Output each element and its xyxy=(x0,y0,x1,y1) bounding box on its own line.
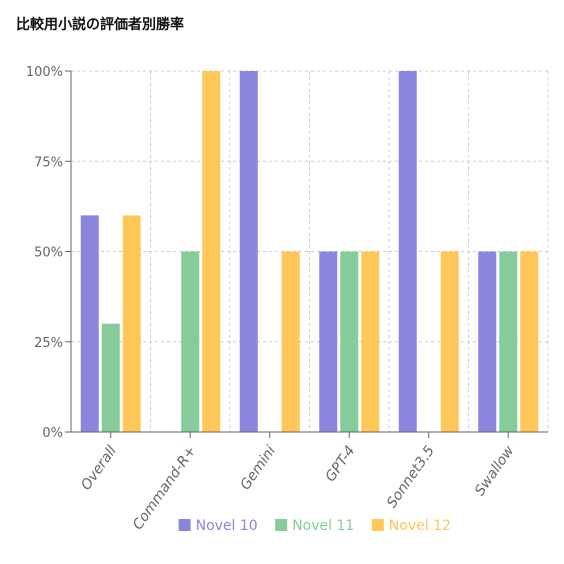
x-tick-label: GPT-4 xyxy=(323,443,359,485)
x-tick-label: Swallow xyxy=(472,443,518,499)
x-tick-label: Sonnet3.5 xyxy=(384,443,438,511)
bar-gpt-4-novel-11 xyxy=(340,251,359,432)
bar-gemini-novel-12 xyxy=(281,251,300,432)
bar-gpt-4-novel-12 xyxy=(361,251,380,432)
bar-command-r--novel-12 xyxy=(202,71,221,432)
bar-sonnet3-5-novel-12 xyxy=(440,251,459,432)
bar-gemini-novel-10 xyxy=(239,71,258,432)
legend-swatch xyxy=(275,519,288,531)
bar-overall-novel-12 xyxy=(122,215,141,432)
bar-swallow-novel-12 xyxy=(520,251,539,432)
bar-gpt-4-novel-10 xyxy=(319,251,338,432)
legend-swatch xyxy=(371,519,384,531)
legend-label: Novel 11 xyxy=(292,518,354,534)
bar-swallow-novel-10 xyxy=(478,251,497,432)
legend-label: Novel 12 xyxy=(389,518,451,534)
bar-sonnet3-5-novel-10 xyxy=(398,71,417,432)
legend-label: Novel 10 xyxy=(196,518,258,534)
x-tick-label: Overall xyxy=(78,443,120,493)
bar-command-r--novel-11 xyxy=(181,251,200,432)
bar-swallow-novel-11 xyxy=(499,251,518,432)
bars xyxy=(80,71,539,432)
y-tick-label: 75% xyxy=(34,155,63,170)
x-tick-label: Gemini xyxy=(237,443,279,493)
y-tick-label: 0% xyxy=(42,426,63,441)
bar-overall-novel-11 xyxy=(101,323,120,432)
bar-overall-novel-10 xyxy=(80,215,99,432)
y-tick-label: 25% xyxy=(34,336,63,351)
y-axis: 0% 25% 50% 75% 100% xyxy=(26,65,72,441)
chart-title: 比較用小説の評価者別勝率 xyxy=(16,17,184,33)
y-tick-label: 100% xyxy=(26,65,63,80)
grid-lines xyxy=(70,70,549,432)
legend: Novel 10 Novel 11 Novel 12 xyxy=(178,518,451,534)
y-tick-label: 50% xyxy=(34,246,63,261)
legend-swatch xyxy=(178,519,191,531)
